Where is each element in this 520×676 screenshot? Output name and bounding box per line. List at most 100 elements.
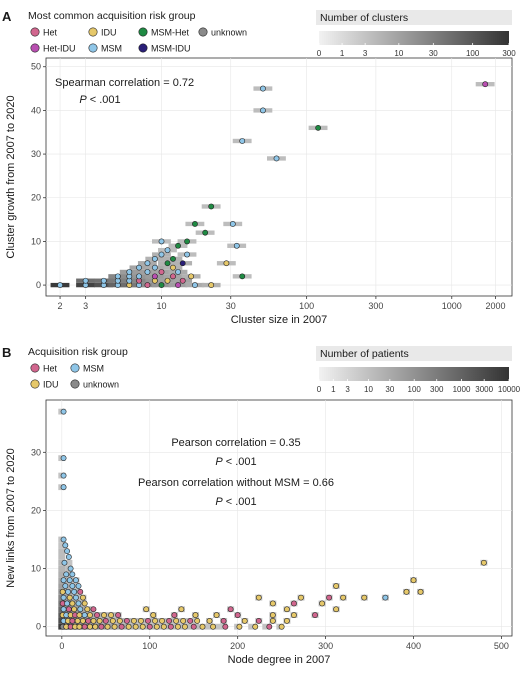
data-point <box>159 617 165 624</box>
data-point <box>266 623 273 630</box>
x-tick-label: 2000 <box>485 301 505 311</box>
tile <box>135 623 143 630</box>
gradient-legend-title: Number of patients <box>320 348 409 360</box>
x-axis-label: Cluster size in 2007 <box>231 314 328 326</box>
data-point <box>192 221 198 227</box>
gradient-tick-label: 3 <box>363 49 368 58</box>
data-point <box>146 623 153 630</box>
color-legend: Acquisition risk group Het MSM IDU unknown <box>28 346 128 390</box>
data-point <box>65 554 72 560</box>
data-point <box>81 612 88 618</box>
tile <box>213 623 221 630</box>
tile <box>170 623 178 630</box>
y-tick-label: 40 <box>31 105 41 115</box>
data-point <box>241 617 248 624</box>
data-point <box>96 617 103 624</box>
data-point <box>480 559 487 566</box>
data-point <box>59 588 66 595</box>
y-tick-label: 50 <box>31 62 41 72</box>
data-point <box>102 617 109 624</box>
data-point <box>184 238 190 245</box>
legend-swatch <box>88 27 98 37</box>
p-symbol: P <box>215 496 223 508</box>
data-point <box>312 612 318 618</box>
data-point <box>145 617 151 624</box>
tile <box>65 583 73 589</box>
y-axis-label: New links from 2007 to 2020 <box>5 448 17 587</box>
data-point <box>76 623 83 630</box>
data-point <box>158 251 165 258</box>
data-point <box>60 484 67 491</box>
data-point <box>85 617 92 624</box>
gradient-tick-label: 3000 <box>475 385 493 394</box>
legend-label: Het <box>43 28 58 38</box>
data-point <box>213 612 220 618</box>
data-point <box>202 229 209 236</box>
legend-label: MSM <box>83 364 104 374</box>
data-point <box>60 408 67 415</box>
data-point <box>144 282 151 288</box>
data-point <box>75 600 82 607</box>
data-point <box>60 606 67 613</box>
data-point <box>361 594 368 601</box>
data-point <box>60 577 67 584</box>
data-point <box>71 606 78 613</box>
data-point <box>98 623 105 630</box>
data-point <box>417 588 424 595</box>
data-point <box>87 623 93 630</box>
legend-label: MSM-IDU <box>151 44 191 54</box>
data-point <box>82 277 89 284</box>
data-point <box>69 617 76 624</box>
data-point <box>144 260 151 267</box>
data-point <box>192 282 198 288</box>
data-point <box>94 612 100 618</box>
data-point <box>208 203 215 210</box>
data-point <box>298 594 304 601</box>
data-point <box>72 594 79 601</box>
legend-label: IDU <box>43 380 59 390</box>
data-point <box>80 594 86 601</box>
legend-swatch <box>30 363 40 373</box>
data-point <box>190 623 197 630</box>
data-point <box>118 623 125 630</box>
data-point <box>77 588 84 595</box>
legend-swatch <box>70 363 80 373</box>
data-point <box>143 606 150 613</box>
tile <box>58 565 66 572</box>
x-tick-label: 300 <box>368 301 383 311</box>
gradient-tick-label: 0 <box>317 49 322 58</box>
tile <box>262 623 270 630</box>
data-point <box>187 617 194 624</box>
data-point <box>179 260 186 267</box>
data-point <box>182 623 188 630</box>
data-point <box>158 238 165 245</box>
data-point <box>92 623 99 630</box>
data-point <box>67 565 74 572</box>
data-point <box>333 583 340 589</box>
gradient-tick-label: 10 <box>394 49 403 58</box>
x-tick-label: 3 <box>83 301 88 311</box>
legend-swatch <box>138 27 148 37</box>
gradient-tick-label: 30 <box>429 49 438 58</box>
x-tick-label: 100 <box>142 641 157 651</box>
data-point <box>132 623 139 630</box>
data-point <box>114 273 121 280</box>
p-value-text: < .001 <box>223 456 257 468</box>
annotation-p-value: P < .001 <box>215 496 256 508</box>
y-tick-label: 30 <box>31 149 41 159</box>
y-axis-label: Cluster growth from 2007 to 2020 <box>5 95 17 258</box>
panel-letter: B <box>2 345 11 360</box>
data-point <box>81 600 88 607</box>
data-point <box>315 124 322 131</box>
x-axis-label: Node degree in 2007 <box>228 654 331 666</box>
data-point <box>227 606 234 613</box>
plot-area <box>45 399 513 637</box>
legend-swatch <box>30 27 40 37</box>
legend-label: MSM <box>101 44 122 54</box>
data-point <box>61 559 68 566</box>
data-point <box>278 623 285 630</box>
legend-swatch <box>30 379 40 389</box>
data-point <box>90 617 97 624</box>
data-point <box>164 247 171 254</box>
